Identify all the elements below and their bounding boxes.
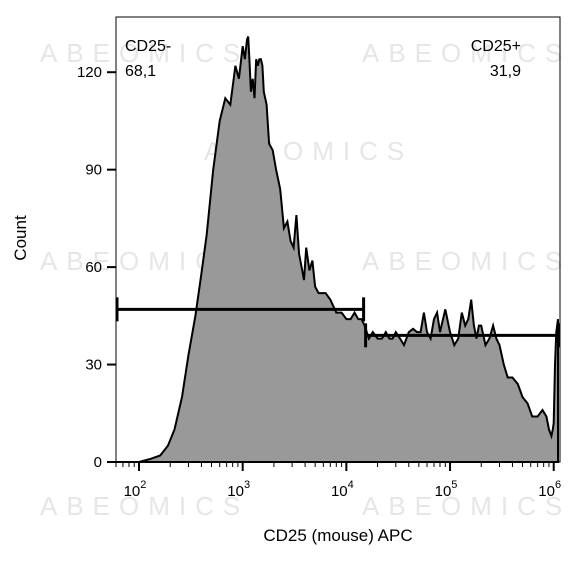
x-tick-label: 102 — [124, 479, 147, 500]
gate-layer: CD25- 68,1 CD25+ 31,9 — [115, 38, 561, 348]
x-axis-title: CD25 (mouse) APC — [263, 526, 412, 545]
y-tick-label: 60 — [85, 259, 102, 276]
y-tick-label: 120 — [77, 64, 102, 81]
y-axis: 0 30 60 90 120 — [77, 64, 116, 471]
y-tick-label: 30 — [85, 357, 102, 374]
x-tick-label: 105 — [435, 479, 458, 500]
x-tick-label: 103 — [227, 479, 250, 500]
watermark-text: ABEOMICS — [40, 38, 249, 68]
y-axis-title: Count — [11, 215, 30, 261]
x-tick-label: 104 — [331, 479, 354, 500]
watermark-text: ABEOMICS — [40, 491, 249, 521]
plot-frame — [115, 16, 561, 463]
y-tick-label: 0 — [94, 454, 102, 471]
watermark-text: ABEOMICS — [362, 38, 571, 68]
gate-name: CD25+ — [471, 38, 521, 55]
watermark-text: ABEOMICS — [362, 491, 571, 521]
gate-percent: 68,1 — [125, 63, 156, 80]
x-tick-label: 106 — [538, 479, 561, 500]
y-tick-label: 90 — [85, 162, 102, 179]
gate-percent: 31,9 — [490, 63, 521, 80]
gate-name: CD25- — [125, 38, 171, 55]
x-axis: 102 103 104 105 106 — [115, 462, 561, 500]
histogram-area — [116, 36, 559, 463]
watermark-text: ABEOMICS — [362, 246, 571, 276]
